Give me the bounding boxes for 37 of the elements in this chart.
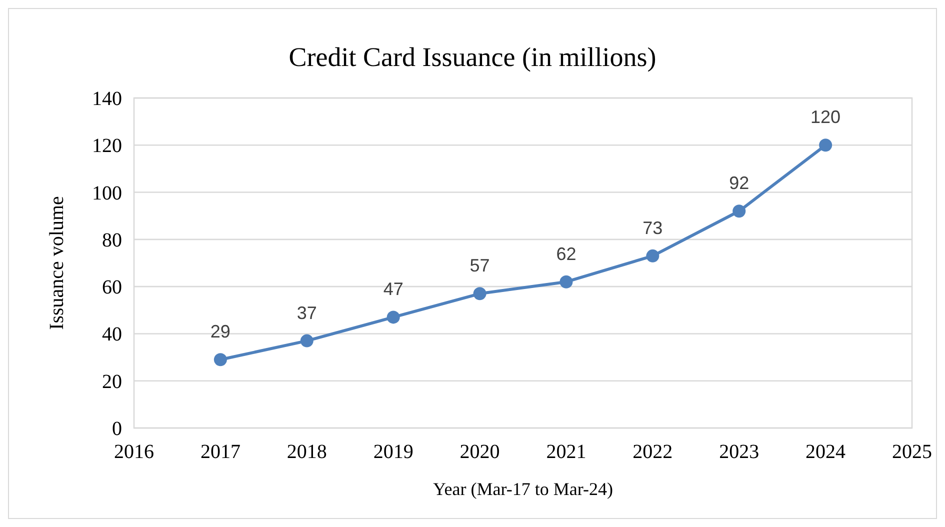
x-tick-label: 2019	[373, 441, 414, 463]
x-tick-label: 2023	[719, 441, 760, 463]
data-label: 37	[296, 302, 317, 323]
y-tick-label: 20	[102, 370, 122, 393]
y-tick-label: 100	[92, 182, 122, 204]
point	[473, 287, 486, 300]
y-tick-label: 40	[102, 324, 122, 346]
x-tick-label: 2018	[286, 441, 327, 463]
data-label: 47	[383, 279, 404, 300]
y-tick-label: 140	[92, 88, 122, 110]
point	[646, 249, 660, 262]
data-label: 29	[210, 322, 230, 342]
data-label: 62	[556, 244, 576, 264]
point	[819, 138, 832, 152]
x-tick-label: 2017	[200, 441, 240, 463]
data-label: 120	[810, 107, 841, 128]
point	[386, 310, 400, 324]
y-tick-label: 60	[102, 276, 122, 299]
point	[214, 353, 227, 366]
x-tick-label: 2016	[114, 441, 154, 463]
point	[560, 275, 573, 288]
y-tick-label: 0	[112, 418, 122, 440]
x-axis-title: Year (Mar-17 to Mar-24)	[433, 479, 613, 499]
x-tick-label: 2024	[806, 441, 846, 463]
x-tick-label: 2022	[632, 441, 673, 463]
y-tick-label: 120	[92, 135, 122, 158]
y-axis-title: Issuance volume	[46, 196, 68, 330]
chart-title: Credit Card Issuance (in millions)	[288, 42, 656, 72]
data-label: 92	[729, 173, 750, 194]
x-tick-label: 2025	[892, 441, 932, 463]
x-tick-label: 2021	[546, 441, 586, 463]
x-tick-label: 2020	[460, 441, 500, 463]
data-label: 73	[642, 218, 663, 238]
data-label: 57	[470, 256, 490, 276]
point	[300, 334, 314, 348]
y-tick-label: 80	[102, 229, 122, 252]
point	[732, 204, 746, 218]
